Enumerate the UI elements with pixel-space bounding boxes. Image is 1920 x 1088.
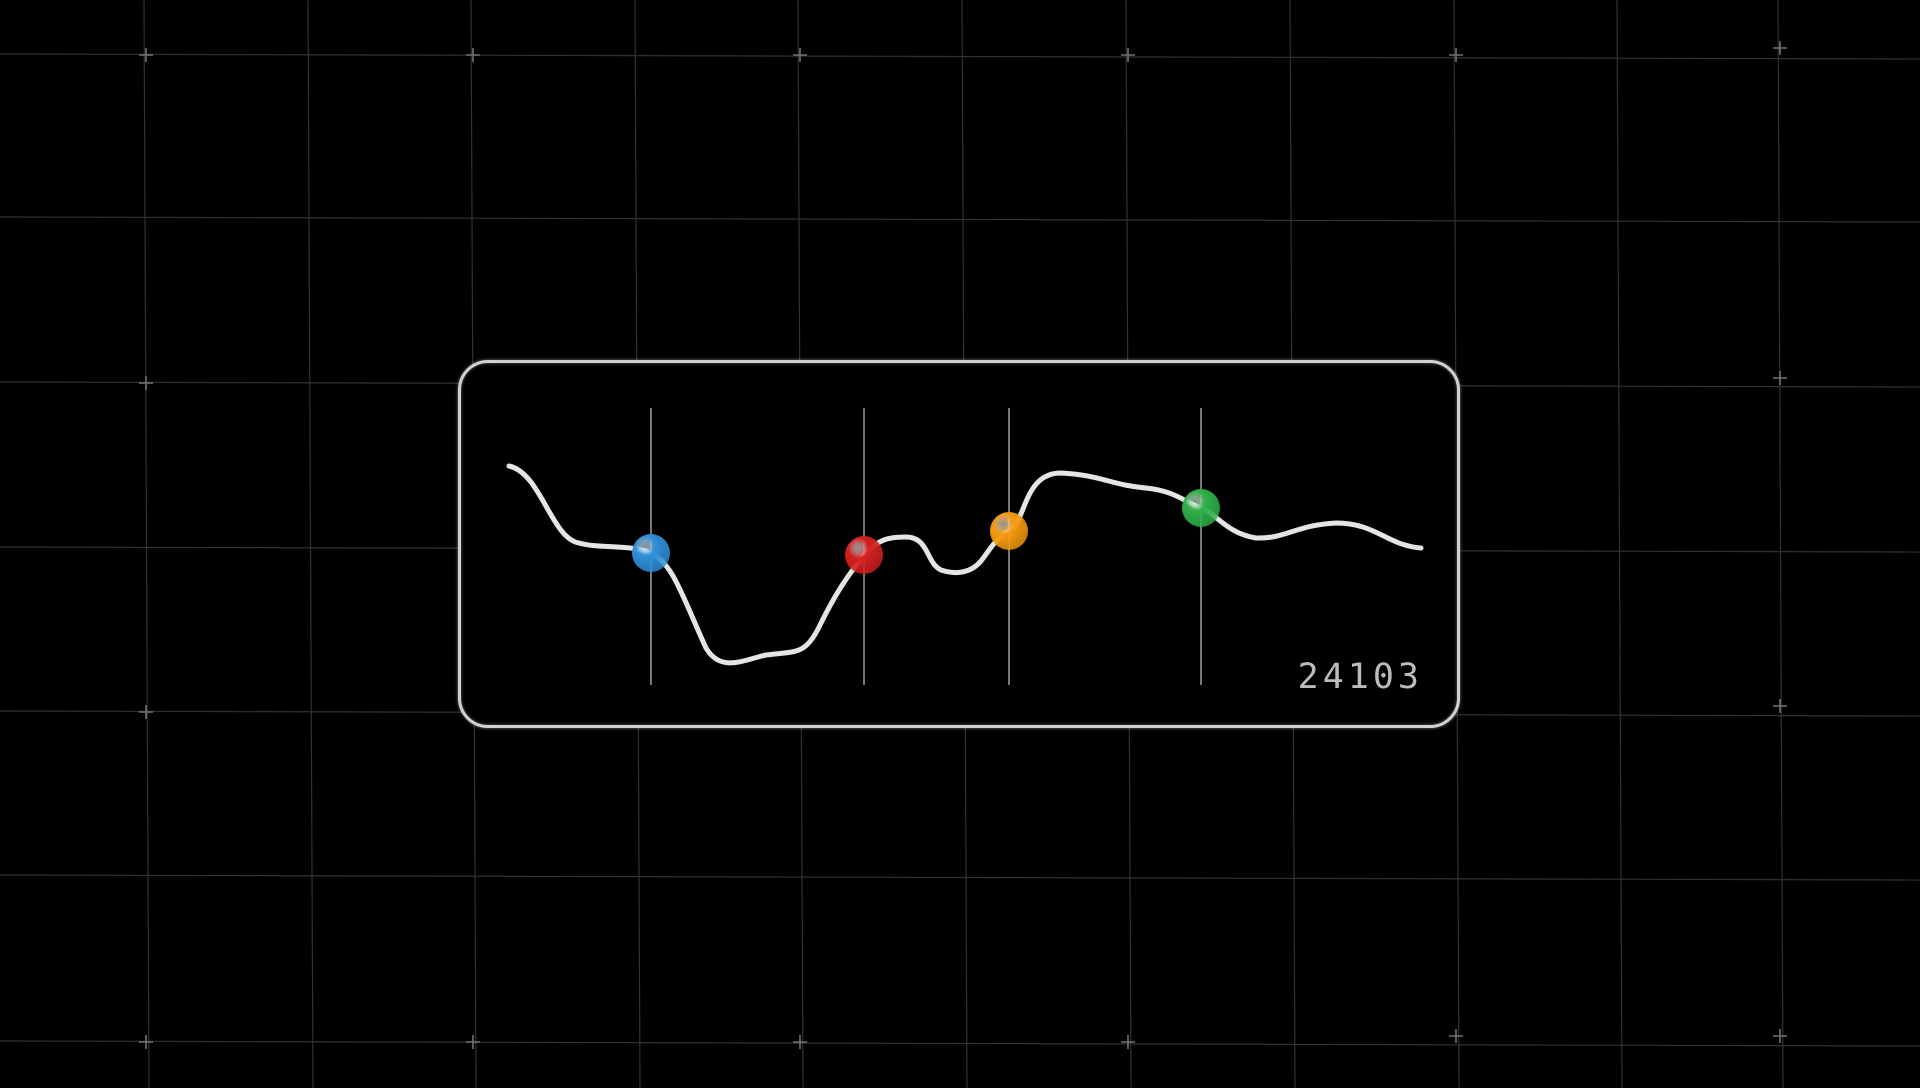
markers xyxy=(632,489,1220,574)
blue-marker xyxy=(632,534,670,572)
grid-plus-mark xyxy=(1449,48,1463,62)
grid-vertical-line xyxy=(307,0,314,1088)
grid-plus-mark xyxy=(793,1035,807,1049)
grid-horizontal-line xyxy=(0,1040,1920,1047)
orange-marker xyxy=(990,512,1028,550)
grid-plus-mark xyxy=(1773,41,1787,55)
grid-vertical-line xyxy=(1616,0,1623,1088)
wave-line xyxy=(506,463,1424,666)
grid-plus-mark xyxy=(1121,48,1135,62)
grid-plus-mark xyxy=(139,705,153,719)
grid-plus-mark xyxy=(139,376,153,390)
grid-plus-mark xyxy=(466,1035,480,1049)
grid-plus-mark xyxy=(139,48,153,62)
grid-plus-mark xyxy=(466,48,480,62)
grid-horizontal-line xyxy=(0,53,1920,60)
red-marker xyxy=(845,536,883,574)
grid-plus-mark xyxy=(793,48,807,62)
grid-plus-mark xyxy=(139,1035,153,1049)
grid-plus-mark xyxy=(1773,699,1787,713)
green-marker xyxy=(1182,489,1220,527)
grid-horizontal-line xyxy=(0,874,1920,881)
grid-plus-mark xyxy=(1121,1035,1135,1049)
grid-vertical-line xyxy=(1777,0,1784,1088)
grid-vertical-line xyxy=(143,0,150,1088)
card-number-label: 24103 xyxy=(1297,657,1423,697)
grid-plus-mark xyxy=(1449,1029,1463,1043)
wave-chart xyxy=(506,408,1424,685)
grid-horizontal-line xyxy=(0,216,1920,223)
grid-plus-mark xyxy=(1773,371,1787,385)
wave-card: 24103 xyxy=(458,360,1460,728)
grid-plus-mark xyxy=(1773,1029,1787,1043)
